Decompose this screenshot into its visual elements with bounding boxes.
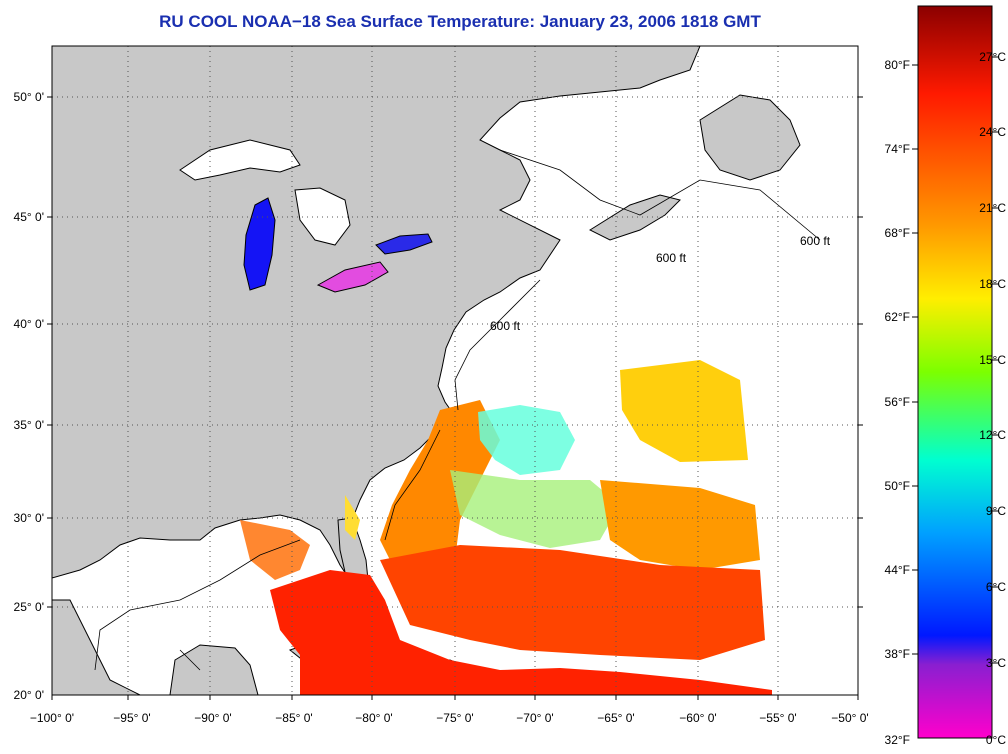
lon-labels: −100° 0' −95° 0' −90° 0' −85° 0' −80° 0'… (30, 711, 869, 725)
lon-label: −75° 0' (436, 711, 473, 725)
lat-label: 20° 0' (14, 688, 44, 702)
mexico-land (52, 599, 141, 695)
lon-label: −55° 0' (759, 711, 796, 725)
lon-label: −70° 0' (516, 711, 553, 725)
map-title: RU COOL NOAA−18 Sea Surface Temperature:… (159, 12, 761, 31)
lake-superior (179, 139, 301, 181)
lon-label: −50° 0' (831, 711, 868, 725)
yucatan-land (169, 644, 259, 695)
colorbar-c-label: 3°C (986, 656, 1006, 670)
colorbar-c-label: 15°C (979, 353, 1006, 367)
frame-ticks (47, 96, 863, 700)
lon-label: −65° 0' (597, 711, 634, 725)
sst-data-field (240, 360, 772, 695)
lon-label: −85° 0' (275, 711, 312, 725)
colorbar-f-label: 56°F (885, 395, 910, 409)
colorbar-c-label: 6°C (986, 580, 1006, 594)
colorbar-c-label: 27°C (979, 50, 1006, 64)
lat-label: 30° 0' (14, 511, 44, 525)
isobath-label: 600 ft (656, 251, 687, 265)
colorbar-f-label: 68°F (885, 226, 910, 240)
colorbar-f-labels: 80°F 74°F 68°F 62°F 56°F 50°F 44°F 38°F … (885, 58, 910, 747)
newfoundland-land (699, 94, 801, 181)
colorbar-f-label: 32°F (885, 733, 910, 747)
lon-label: −95° 0' (113, 711, 150, 725)
colorbar-f-label: 38°F (885, 647, 910, 661)
colorbar-c-labels: 27°C 24°C 21°C 18°C 15°C 12°C 9°C 6°C 3°… (979, 50, 1006, 747)
colorbar-f-label: 50°F (885, 479, 910, 493)
lat-label: 25° 0' (14, 600, 44, 614)
lat-labels: 50° 0' 45° 0' 40° 0' 35° 0' 30° 0' 25° 0… (14, 90, 44, 702)
lat-label: 40° 0' (14, 317, 44, 331)
lon-label: −80° 0' (355, 711, 392, 725)
colorbar-c-label: 18°C (979, 277, 1006, 291)
lat-label: 45° 0' (14, 210, 44, 224)
isobath-label: 600 ft (800, 234, 831, 248)
colorbar-f-label: 44°F (885, 563, 910, 577)
nova-scotia-land (588, 194, 681, 241)
lake-erie (316, 261, 389, 293)
isobath-label: 600 ft (490, 319, 521, 333)
colorbar-c-label: 9°C (986, 504, 1006, 518)
colorbar (917, 5, 993, 739)
colorbar-ticks (912, 56, 998, 664)
colorbar-f-label: 74°F (885, 142, 910, 156)
lon-label: −90° 0' (194, 711, 231, 725)
colorbar-c-label: 0°C (986, 733, 1006, 747)
graticule (52, 46, 858, 695)
lon-label: −100° 0' (30, 711, 74, 725)
isobath-600ft (94, 149, 821, 671)
colorbar-c-label: 24°C (979, 125, 1006, 139)
colorbar-c-label: 12°C (979, 428, 1006, 442)
lon-label: −60° 0' (679, 711, 716, 725)
colorbar-f-label: 62°F (885, 310, 910, 324)
lake-ontario (375, 233, 433, 255)
colorbar-c-label: 21°C (979, 201, 1006, 215)
colorbar-f-label: 80°F (885, 58, 910, 72)
lat-label: 50° 0' (14, 90, 44, 104)
lake-michigan (243, 197, 276, 291)
lat-label: 35° 0' (14, 418, 44, 432)
